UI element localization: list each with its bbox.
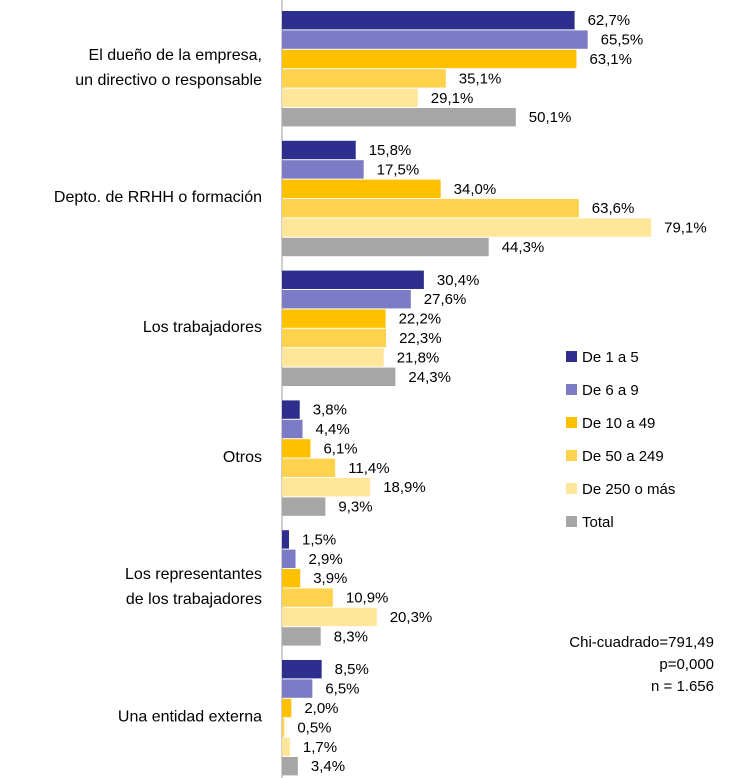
data-label: 6,1% xyxy=(323,440,357,457)
legend-swatch xyxy=(566,516,577,527)
bar xyxy=(282,309,386,328)
data-label: 21,8% xyxy=(397,349,440,366)
data-label: 63,1% xyxy=(589,51,632,68)
bar xyxy=(282,737,290,756)
bar xyxy=(282,569,301,588)
bar xyxy=(282,439,311,458)
bar xyxy=(282,11,575,30)
category-label: de los trabajadores xyxy=(126,591,262,608)
bar xyxy=(282,660,322,679)
bar xyxy=(282,348,384,367)
data-label: 24,3% xyxy=(408,369,451,386)
category-label: un directivo o responsable xyxy=(75,72,262,89)
bar xyxy=(282,30,588,49)
annotation: Chi-cuadrado=791,49 xyxy=(569,634,714,651)
data-label: 44,3% xyxy=(502,239,545,256)
category-label: Los trabajadores xyxy=(143,319,262,336)
data-label: 22,2% xyxy=(399,311,442,328)
legend-swatch xyxy=(566,450,577,461)
data-label: 3,4% xyxy=(311,758,345,775)
bar xyxy=(282,400,300,419)
bar xyxy=(282,49,577,69)
bar xyxy=(282,718,285,737)
bar xyxy=(282,607,377,627)
legend-swatch xyxy=(566,384,577,395)
bar xyxy=(282,679,313,698)
bar xyxy=(282,419,303,439)
data-label: 3,8% xyxy=(313,402,347,419)
legend-swatch xyxy=(566,351,577,362)
legend-label: De 250 o más xyxy=(582,481,675,498)
data-label: 0,5% xyxy=(297,719,331,736)
data-label: 2,9% xyxy=(309,551,343,568)
data-label: 20,3% xyxy=(390,609,433,626)
category-label: Una entidad externa xyxy=(118,708,262,725)
data-label: 11,4% xyxy=(348,460,389,477)
category-label: Los representantes xyxy=(125,566,262,583)
legend-swatch xyxy=(566,483,577,494)
bar xyxy=(282,757,298,776)
data-label: 62,7% xyxy=(588,12,631,29)
bar xyxy=(282,698,292,718)
legend-label: De 50 a 249 xyxy=(582,448,664,465)
data-label: 4,4% xyxy=(316,421,350,438)
bar xyxy=(282,199,579,218)
bar xyxy=(282,140,356,160)
bar xyxy=(282,328,387,348)
legend-label: De 1 a 5 xyxy=(582,349,639,366)
bar xyxy=(282,458,336,477)
bar xyxy=(282,549,296,568)
bar xyxy=(282,237,489,257)
data-label: 1,5% xyxy=(302,531,336,548)
bar xyxy=(282,270,424,289)
bar xyxy=(282,108,516,127)
bar xyxy=(282,179,441,198)
bar xyxy=(282,367,396,386)
bar xyxy=(282,588,333,607)
bar xyxy=(282,530,289,549)
annotation: n = 1.656 xyxy=(651,678,714,695)
data-label: 18,9% xyxy=(383,479,426,496)
data-label: 6,5% xyxy=(325,681,359,698)
bar xyxy=(282,478,371,497)
category-label: Depto. de RRHH o formación xyxy=(54,189,262,206)
data-label: 65,5% xyxy=(601,32,644,49)
data-label: 10,9% xyxy=(346,590,389,607)
data-label: 3,9% xyxy=(313,570,347,587)
data-label: 30,4% xyxy=(437,272,480,289)
legend-label: De 10 a 49 xyxy=(582,415,655,432)
data-label: 35,1% xyxy=(459,70,502,87)
data-label: 63,6% xyxy=(592,200,635,217)
data-label: 29,1% xyxy=(431,90,474,107)
data-label: 1,7% xyxy=(303,739,337,756)
bar xyxy=(282,627,321,646)
data-label: 27,6% xyxy=(424,291,467,308)
legend-swatch xyxy=(566,417,577,428)
data-label: 50,1% xyxy=(529,109,572,126)
data-label: 22,3% xyxy=(399,330,442,347)
bar xyxy=(282,218,652,237)
annotation: p=0,000 xyxy=(659,656,714,673)
legend-label: Total xyxy=(582,514,614,531)
data-label: 8,5% xyxy=(335,661,369,678)
data-label: 15,8% xyxy=(369,142,412,159)
bar xyxy=(282,497,326,516)
bar xyxy=(282,69,446,88)
data-label: 79,1% xyxy=(664,220,707,237)
data-label: 8,3% xyxy=(334,628,368,645)
data-label: 9,3% xyxy=(338,499,372,516)
bar xyxy=(282,88,418,107)
bar xyxy=(282,160,364,179)
data-label: 17,5% xyxy=(377,161,420,178)
category-label: Otros xyxy=(223,449,262,466)
data-label: 34,0% xyxy=(454,181,497,198)
data-label: 2,0% xyxy=(304,700,338,717)
category-label: El dueño de la empresa, xyxy=(89,47,262,64)
bar xyxy=(282,290,411,309)
legend-label: De 6 a 9 xyxy=(582,382,639,399)
